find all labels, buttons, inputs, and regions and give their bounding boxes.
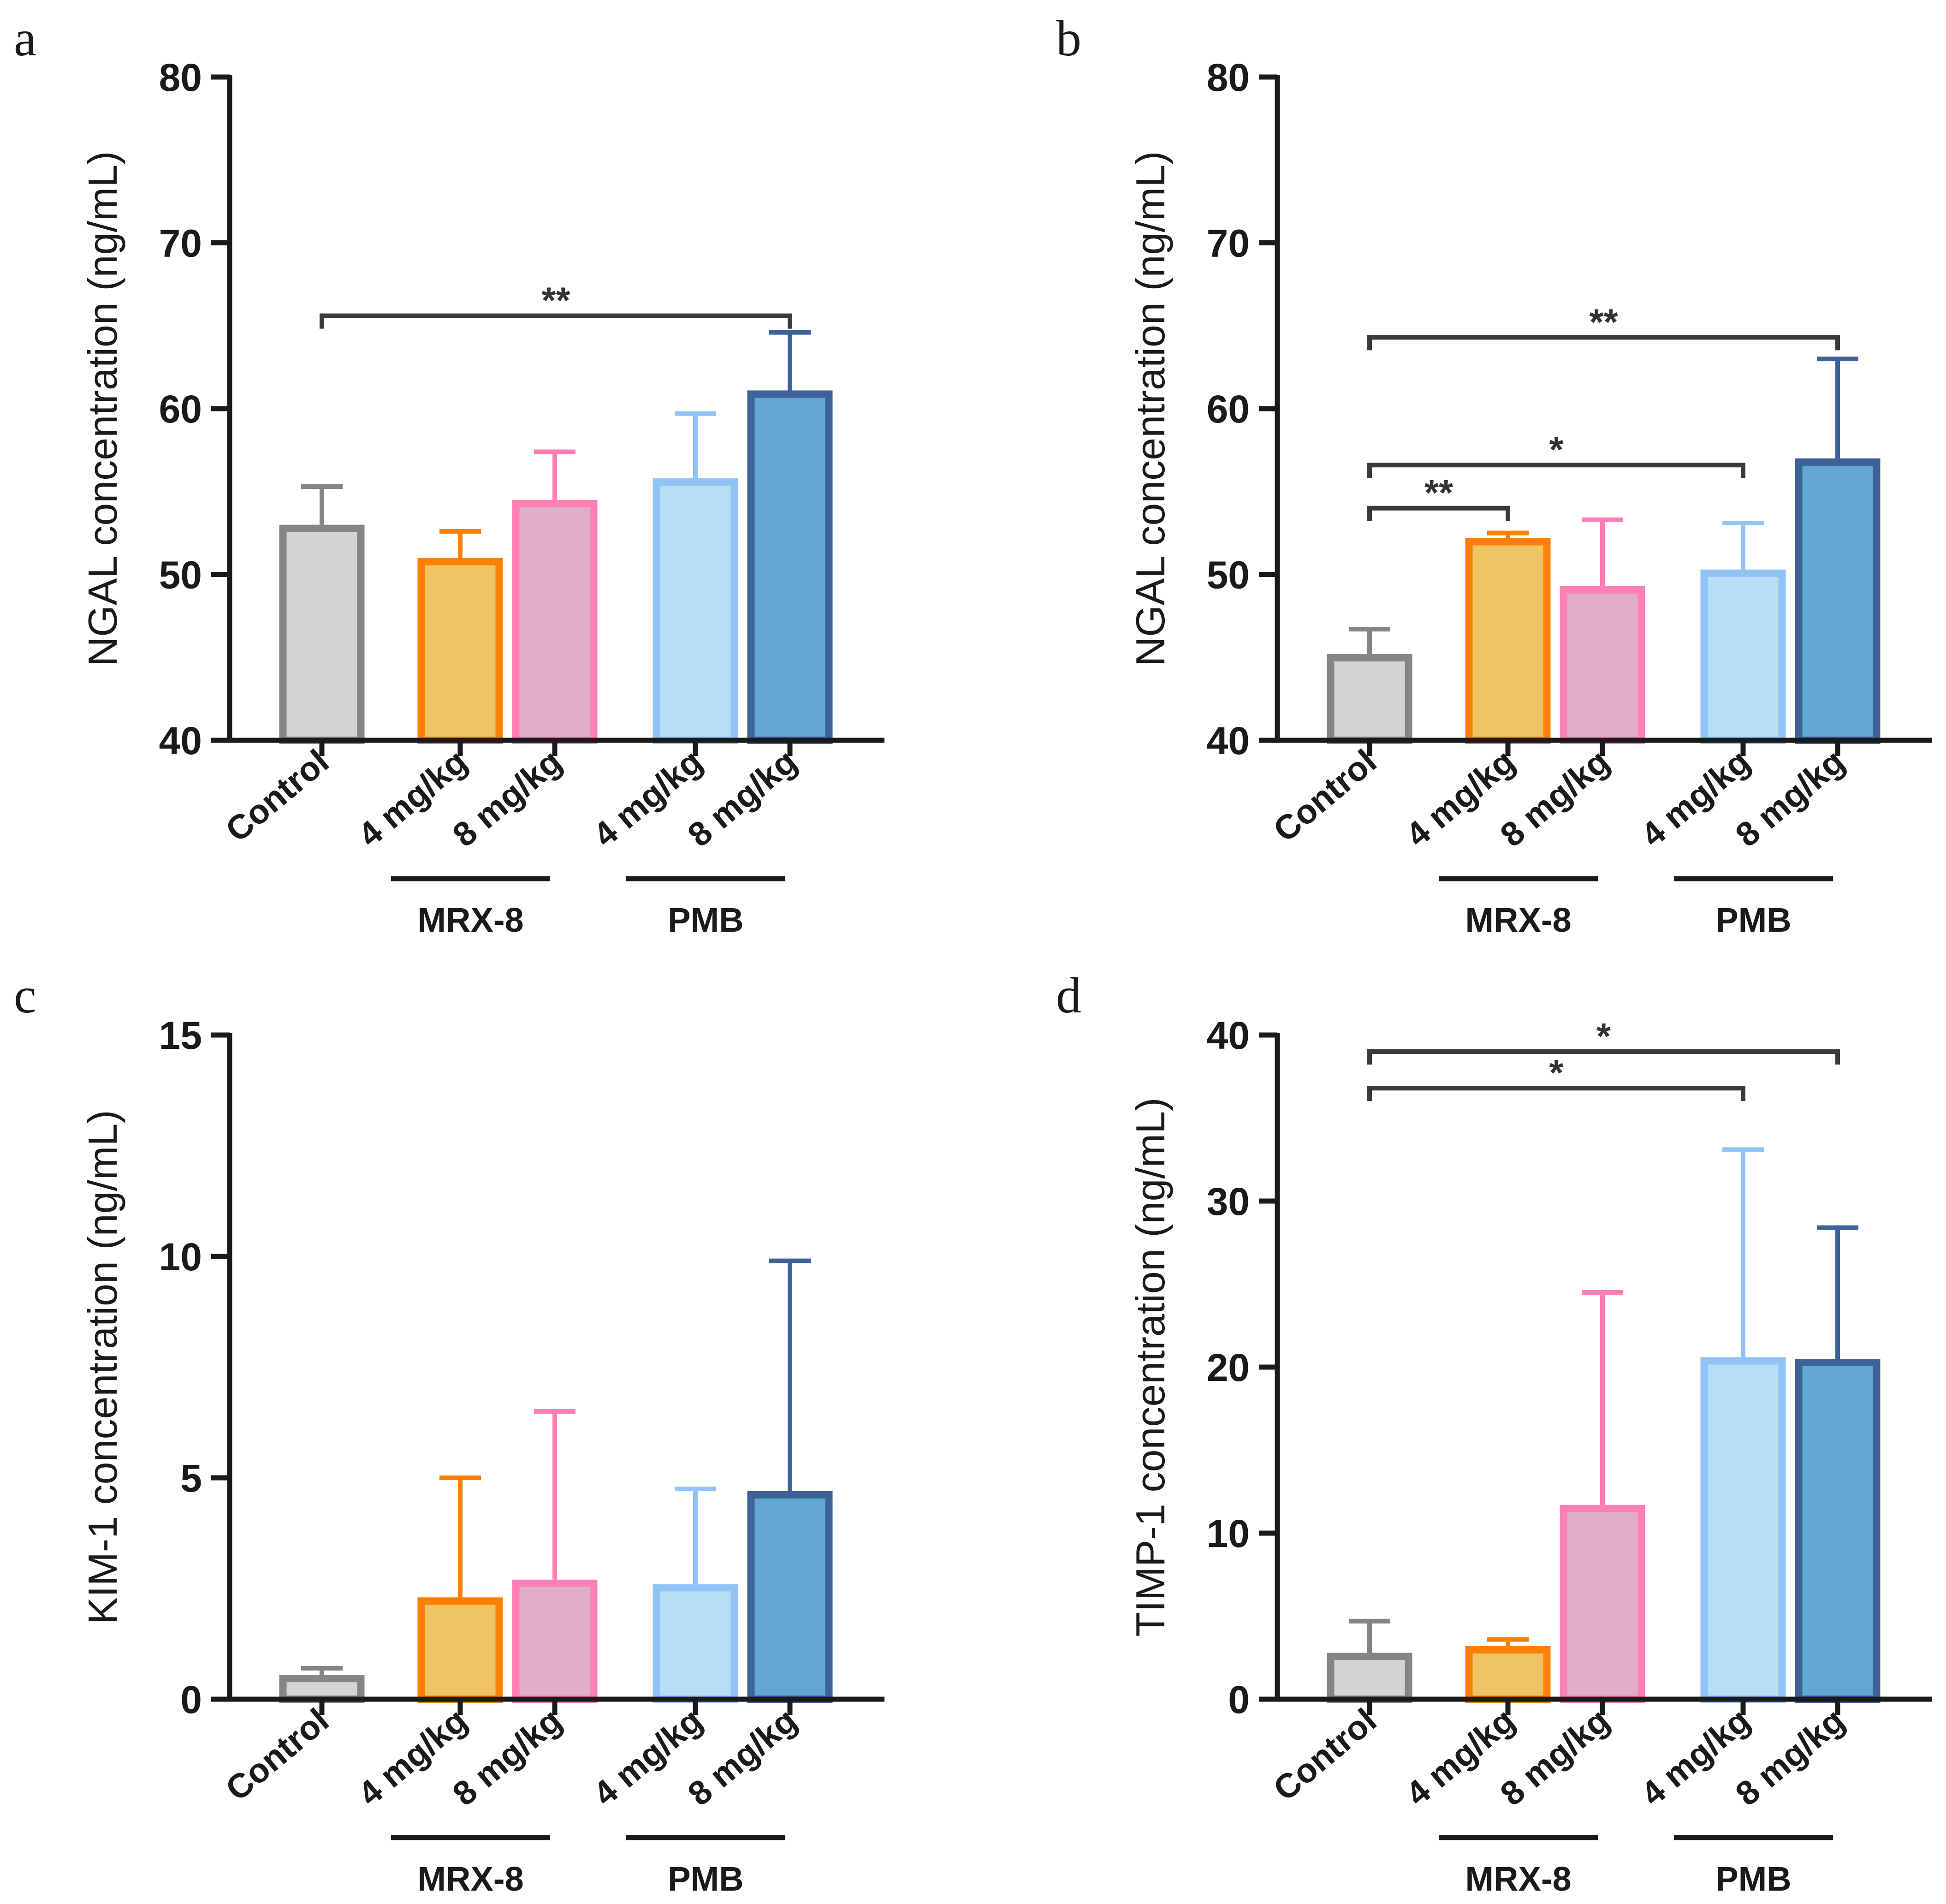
- panel-label: c: [14, 967, 36, 1023]
- bar: [417, 1597, 503, 1703]
- bar: [1465, 538, 1551, 744]
- group-label: MRX-8: [1465, 901, 1571, 939]
- bar: [653, 478, 738, 744]
- panel-label: d: [1056, 967, 1081, 1023]
- bar: [512, 1579, 598, 1703]
- y-axis-label: NGAL concentration (ng/mL): [80, 151, 125, 666]
- y-axis-label: KIM-1 concentration (ng/mL): [80, 1110, 125, 1624]
- y-tick-label: 50: [1207, 553, 1250, 597]
- x-tick-label: 8 mg/kg: [1728, 1701, 1852, 1813]
- x-tick-label: Control: [218, 1701, 336, 1809]
- significance-bracket: [1367, 463, 1745, 478]
- y-tick-label: 60: [1207, 387, 1250, 431]
- y-tick-label: 60: [159, 387, 202, 431]
- x-tick-label: 8 mg/kg: [681, 742, 804, 854]
- y-tick-label: 40: [1207, 1014, 1250, 1057]
- group-label: MRX-8: [417, 901, 523, 939]
- significance-bracket: [1367, 1049, 1840, 1065]
- y-tick-label: 40: [159, 719, 202, 762]
- significance-label: **: [1589, 301, 1618, 342]
- x-tick-label: Control: [1266, 1701, 1383, 1809]
- bar: [747, 390, 833, 744]
- x-tick-label: Control: [1266, 742, 1383, 850]
- group-label: MRX-8: [1465, 1860, 1571, 1898]
- y-tick-label: 0: [1228, 1678, 1250, 1721]
- bar: [1700, 569, 1786, 744]
- panel-label: a: [14, 10, 36, 66]
- bar: [1560, 1505, 1645, 1703]
- x-tick-label: 8 mg/kg: [681, 1701, 804, 1813]
- y-axis-label: NGAL concentration (ng/mL): [1127, 151, 1173, 666]
- y-tick-label: 40: [1207, 719, 1250, 762]
- x-tick-label: 8 mg/kg: [1728, 742, 1852, 854]
- significance-bracket: [320, 313, 792, 329]
- y-tick-label: 0: [180, 1678, 202, 1721]
- y-tick-label: 70: [159, 222, 202, 265]
- significance-bracket: [1367, 335, 1840, 351]
- bar: [512, 500, 598, 744]
- bar: [279, 524, 365, 744]
- group-label: PMB: [668, 1860, 743, 1898]
- significance-label: *: [1549, 429, 1564, 470]
- y-tick-label: 80: [159, 56, 202, 99]
- significance-label: *: [1596, 1016, 1611, 1057]
- panel-label: b: [1056, 10, 1081, 66]
- bar: [1795, 458, 1881, 744]
- y-tick-label: 50: [159, 553, 202, 597]
- y-tick-label: 5: [180, 1457, 202, 1500]
- bar: [1327, 1653, 1412, 1703]
- bar: [1700, 1357, 1786, 1703]
- bar: [1795, 1359, 1881, 1703]
- y-tick-label: 80: [1207, 56, 1250, 99]
- bar: [653, 1584, 738, 1703]
- significance-bracket: [1367, 506, 1510, 521]
- y-tick-label: 10: [159, 1235, 202, 1279]
- y-tick-label: 20: [1207, 1346, 1250, 1389]
- y-axis-label: TIMP-1 concentration (ng/mL): [1127, 1098, 1173, 1637]
- significance-bracket: [1367, 1086, 1745, 1101]
- x-tick-label: 8 mg/kg: [445, 742, 569, 854]
- x-tick-label: 8 mg/kg: [445, 1701, 569, 1813]
- group-label: PMB: [1715, 1860, 1791, 1898]
- y-tick-label: 70: [1207, 222, 1250, 265]
- y-tick-label: 10: [1207, 1512, 1250, 1555]
- bar: [1327, 654, 1412, 744]
- y-tick-label: 30: [1207, 1180, 1250, 1223]
- group-label: PMB: [668, 901, 743, 939]
- group-label: PMB: [1715, 901, 1791, 939]
- y-tick-label: 15: [159, 1014, 202, 1057]
- x-tick-label: 8 mg/kg: [1493, 742, 1617, 854]
- bar: [747, 1491, 833, 1703]
- bar: [417, 558, 503, 744]
- x-tick-label: Control: [218, 742, 336, 850]
- significance-label: **: [541, 280, 570, 321]
- significance-label: *: [1549, 1052, 1564, 1093]
- bar: [1465, 1646, 1551, 1703]
- bar: [1560, 586, 1645, 744]
- group-label: MRX-8: [417, 1860, 523, 1898]
- x-tick-label: 8 mg/kg: [1493, 1701, 1617, 1813]
- significance-label: **: [1424, 472, 1454, 513]
- bar: [279, 1675, 365, 1703]
